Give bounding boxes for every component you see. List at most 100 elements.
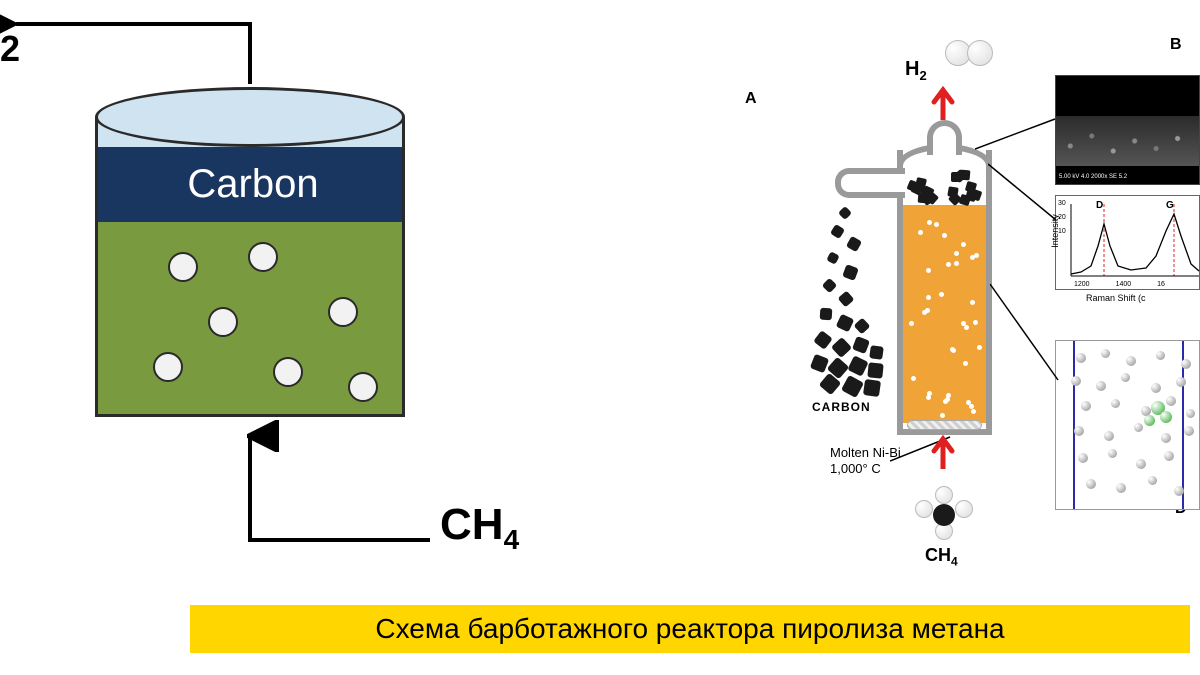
melt-bubble xyxy=(911,376,916,381)
melt-bubble xyxy=(963,361,968,366)
red-arrow-up-h2 xyxy=(930,86,956,120)
gas-bubble xyxy=(168,252,198,282)
melt-bubble xyxy=(970,255,975,260)
sem-image-panel-b: Acc.V Spot Magn Det WD 5.00 kV 4.0 2000x… xyxy=(1055,75,1200,185)
gas-bubble xyxy=(153,352,183,382)
melt-bubble xyxy=(954,251,959,256)
md-atom-grey xyxy=(1078,453,1088,463)
leader-to-md xyxy=(990,280,1065,390)
carbon-particle xyxy=(846,236,862,252)
melt-bubble xyxy=(977,345,982,350)
md-atom-grey xyxy=(1121,373,1130,382)
leader-to-raman xyxy=(988,160,1063,230)
carbon-particle xyxy=(854,318,871,335)
md-atom-grey xyxy=(1086,479,1096,489)
carbon-particle xyxy=(863,379,881,397)
red-arrow-up-ch4 xyxy=(930,435,956,469)
melt-bubble xyxy=(927,220,932,225)
md-atom-grey xyxy=(1164,451,1174,461)
melt-bubble xyxy=(934,222,939,227)
gas-bubble xyxy=(208,307,238,337)
carbon-particle xyxy=(810,354,829,373)
melt-bubble xyxy=(966,400,971,405)
md-atom-grey xyxy=(1076,353,1086,363)
md-atom-grey xyxy=(1186,409,1195,418)
carbon-pile-label: CARBON xyxy=(812,400,871,414)
carbon-pile xyxy=(810,208,900,398)
h2-top-label: H2 xyxy=(905,58,927,83)
reactor-cylinder: Carbon xyxy=(95,65,405,425)
figure-caption: Схема барботажного реактора пиролиза мет… xyxy=(190,605,1190,653)
md-atom-grey xyxy=(1148,476,1157,485)
melt-bubble xyxy=(922,310,927,315)
md-atom-grey xyxy=(1071,376,1081,386)
bubble-column-reactor xyxy=(897,120,992,435)
h2-left-label: 2 xyxy=(0,28,20,70)
melt-bubble xyxy=(943,399,948,404)
melt-bubble xyxy=(961,242,966,247)
carbon-particle xyxy=(830,224,845,239)
md-atom-green xyxy=(1160,411,1172,423)
md-atom-grey xyxy=(1136,459,1146,469)
md-atom-grey xyxy=(1111,399,1120,408)
md-atom-grey xyxy=(1126,356,1136,366)
carbon-particle xyxy=(820,308,833,321)
ch4-molecule-icon xyxy=(915,490,975,545)
carbon-particle xyxy=(838,206,852,220)
melt-bubble xyxy=(946,393,951,398)
gas-bubble xyxy=(348,372,378,402)
melt-bubble xyxy=(940,413,945,418)
md-atom-grey xyxy=(1108,449,1117,458)
right-panel: A B C D H2 CARBON xyxy=(720,20,1200,580)
carbon-particle xyxy=(831,337,852,358)
carbon-particle xyxy=(951,172,961,182)
melt-bubble xyxy=(942,233,947,238)
carbon-particle xyxy=(836,314,855,333)
melt-bubble xyxy=(918,230,923,235)
carbon-particle xyxy=(813,330,833,350)
melt-bubble xyxy=(939,292,944,297)
carbon-band: Carbon xyxy=(98,147,405,222)
melt-bubble xyxy=(971,409,976,414)
carbon-particle xyxy=(842,264,859,281)
carbon-particle xyxy=(847,355,868,376)
md-atom-grey xyxy=(1161,433,1171,443)
md-atom-grey xyxy=(1096,381,1106,391)
reactor-liquid xyxy=(98,222,405,417)
h2-molecule-icon xyxy=(945,38,999,68)
panel-label-a: A xyxy=(745,90,757,108)
md-atom-green xyxy=(1144,415,1155,426)
md-atom-grey xyxy=(1166,396,1176,406)
ch4-inlet-label: CH4 xyxy=(440,500,519,556)
md-atom-grey xyxy=(1181,359,1191,369)
md-atom-grey xyxy=(1174,486,1184,496)
melt-bubble xyxy=(926,268,931,273)
md-atom-grey xyxy=(1184,426,1194,436)
carbon-particle xyxy=(838,291,855,308)
md-atom-grey xyxy=(1134,423,1143,432)
carbon-particle xyxy=(841,375,864,398)
carbon-particle xyxy=(869,345,884,360)
leader-to-sem xyxy=(975,115,1060,155)
gas-bubble xyxy=(328,297,358,327)
raman-chart-panel-c: Intensity Raman Shift (c 302010 12001400… xyxy=(1055,195,1200,290)
gas-bubble xyxy=(273,357,303,387)
melt-bubble xyxy=(926,295,931,300)
md-snapshot-panel-d xyxy=(1055,340,1200,510)
melt-bubble xyxy=(961,321,966,326)
carbon-particle xyxy=(867,362,883,378)
melt-bubble xyxy=(970,300,975,305)
carbon-particle xyxy=(852,336,870,354)
md-atom-grey xyxy=(1104,431,1114,441)
melt-bubble xyxy=(946,262,951,267)
melt-bubble xyxy=(926,395,931,400)
carbon-particle xyxy=(822,278,838,294)
molten-label: Molten Ni-Bi 1,000° C xyxy=(830,445,901,478)
melt-bubble xyxy=(909,321,914,326)
ch4-bottom-label: CH4 xyxy=(925,545,958,569)
carbon-particle xyxy=(826,251,839,264)
melt-bubble xyxy=(951,348,956,353)
melt-bubble xyxy=(964,325,969,330)
panel-label-b: B xyxy=(1170,36,1182,54)
md-atom-grey xyxy=(1156,351,1165,360)
